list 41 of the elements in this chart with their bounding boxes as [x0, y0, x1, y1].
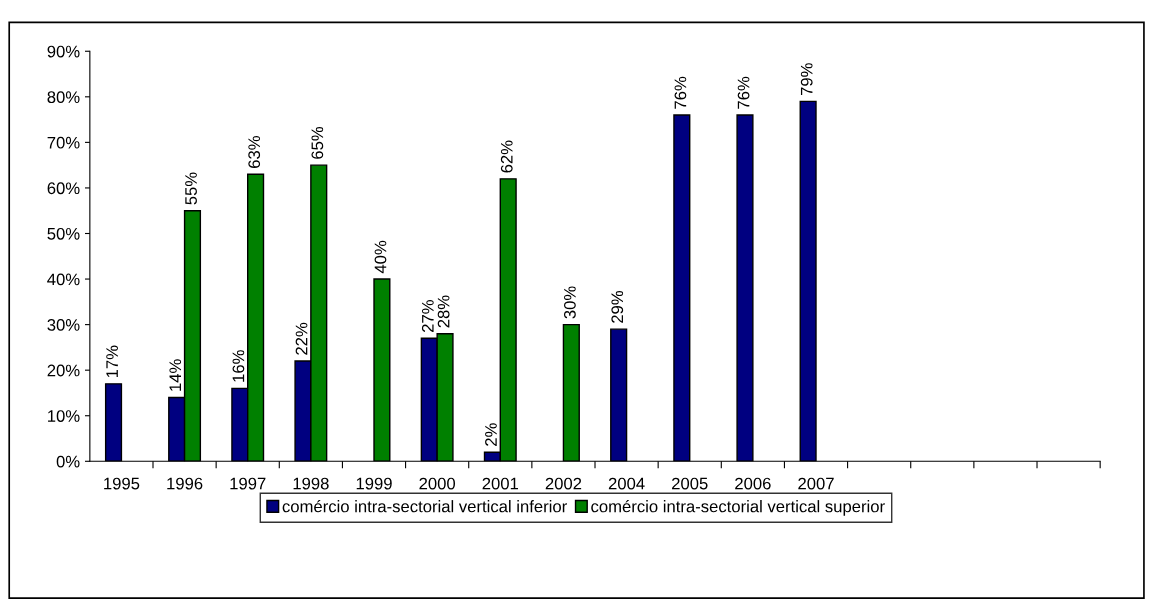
- data-label: 17%: [106, 345, 118, 378]
- y-tick-label: 20%: [47, 364, 80, 377]
- data-label: 30%: [564, 286, 576, 319]
- x-tick-label: 2005: [672, 477, 708, 490]
- x-tick-label: 2000: [419, 477, 456, 490]
- data-label: 28%: [437, 295, 450, 328]
- y-tick-label: 10%: [48, 410, 80, 422]
- data-label: 40%: [374, 240, 387, 274]
- data-label: 62%: [500, 140, 513, 173]
- x-tick-label: 1998: [293, 477, 329, 490]
- x-tick-label: 2007: [798, 477, 834, 490]
- data-label: 79%: [800, 63, 813, 96]
- x-tick-label: 2002: [545, 477, 582, 490]
- x-tick-label: 2001: [482, 477, 519, 490]
- y-tick-label: 0%: [56, 455, 80, 468]
- y-tick-label: 30%: [47, 319, 80, 331]
- data-label: 55%: [185, 172, 197, 205]
- data-label: 63%: [248, 136, 261, 168]
- x-tick-label: 1999: [356, 477, 392, 490]
- data-label: 76%: [737, 76, 750, 109]
- y-tick-label: 80%: [47, 91, 80, 104]
- data-label: 27%: [421, 300, 434, 332]
- legend-label: comércio intra-sectorial vertical inferior: [282, 499, 567, 513]
- data-label: 29%: [611, 290, 624, 323]
- y-tick-label: 40%: [47, 273, 80, 286]
- y-tick-label: 90%: [47, 45, 80, 58]
- data-label: 2%: [485, 423, 497, 446]
- y-tick-label: 50%: [47, 227, 80, 240]
- data-label: 16%: [232, 350, 245, 382]
- y-tick-label: 70%: [47, 136, 80, 149]
- data-label: 65%: [311, 126, 324, 159]
- x-tick-label: 1997: [230, 477, 266, 490]
- data-label: 76%: [674, 76, 687, 109]
- x-tick-label: 1996: [167, 477, 203, 490]
- x-tick-label: 2006: [735, 477, 771, 490]
- data-label: 14%: [169, 359, 182, 391]
- y-tick-label: 60%: [47, 182, 80, 195]
- legend-label: comércio intra-sectorial vertical superior: [591, 499, 885, 516]
- x-tick-label: 1995: [104, 477, 140, 490]
- data-label: 22%: [295, 322, 308, 355]
- x-tick-label: 2004: [608, 477, 645, 490]
